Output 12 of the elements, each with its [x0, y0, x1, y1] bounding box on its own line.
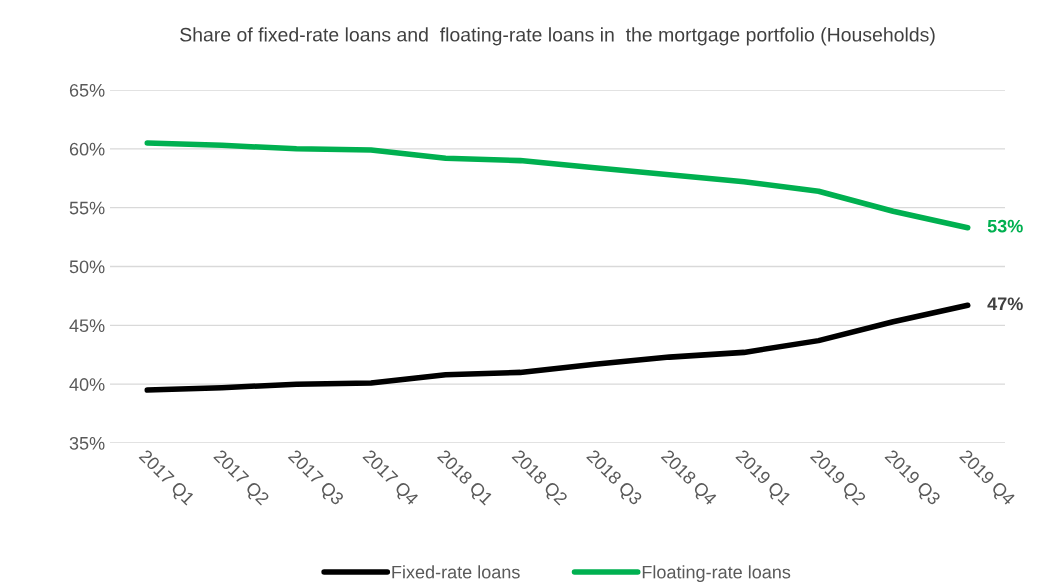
legend-label: Fixed-rate loans: [392, 565, 520, 579]
y-tick-label: 50%: [69, 260, 105, 274]
data-label: 47%: [987, 297, 1023, 311]
chart-title: Share of fixed-rate loans and floating-rate loans in the mortgage portfolio (Households): [180, 27, 935, 46]
y-tick-label: 35%: [69, 436, 105, 450]
data-label: 53%: [987, 219, 1023, 233]
y-tick-label: 55%: [69, 201, 105, 215]
legend-label: Floating-rate loans: [642, 565, 791, 583]
y-tick-label: 40%: [69, 378, 105, 391]
y-tick-label: 65%: [69, 83, 105, 97]
y-tick-label: 45%: [69, 319, 105, 333]
y-tick-label: 60%: [69, 142, 105, 156]
